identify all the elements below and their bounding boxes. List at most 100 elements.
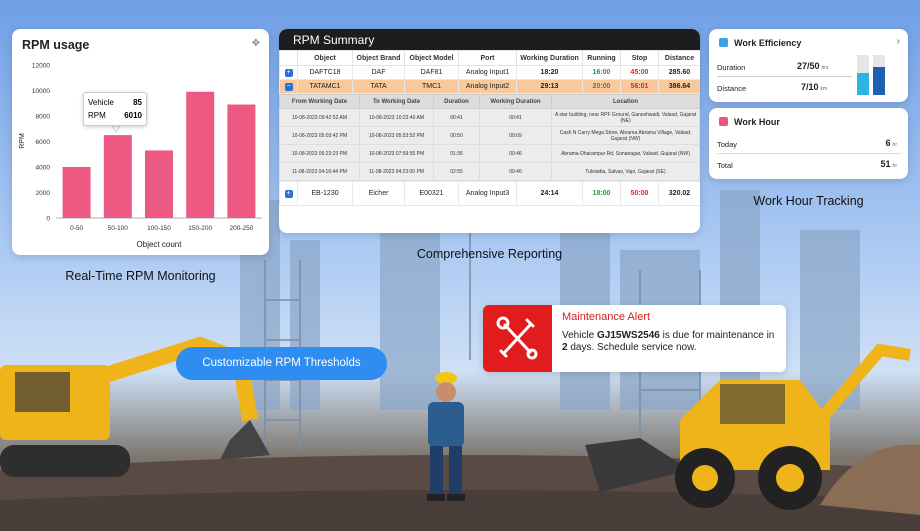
cell-from: 10-08-2023 05:03:42 PM bbox=[279, 126, 360, 145]
rpm-usage-card: RPM usage ✥ 0 2000 4000 6000 8000 10000 12000 0… bbox=[12, 29, 269, 255]
cell-distance: 386.64 bbox=[658, 79, 700, 94]
distance-progress-bar bbox=[873, 55, 885, 95]
cell-object: TATAMC1 bbox=[297, 79, 353, 94]
chevron-right-icon[interactable]: › bbox=[896, 36, 900, 47]
detail-row: 10-08-2023 06:23:23 PM 10-08-2023 07:59:5… bbox=[279, 144, 700, 163]
cell-object: DAFTC18 bbox=[297, 65, 353, 80]
distance-label: Distance bbox=[717, 84, 747, 93]
excavator-left bbox=[0, 336, 270, 477]
x-tick-label: 200-250 bbox=[229, 225, 253, 232]
tooltip-pointer bbox=[111, 125, 121, 133]
cell-running: 16:00 bbox=[582, 65, 621, 80]
cell-object: EB-1230 bbox=[297, 181, 353, 206]
cell-dur: 00:50 bbox=[433, 126, 480, 145]
y-axis-title: RPM bbox=[19, 133, 26, 149]
table-row-selected[interactable]: − TATAMC1 TATA TMC1 Analog Input2 29:13 … bbox=[279, 79, 700, 94]
collapse-row-button[interactable]: − bbox=[284, 82, 293, 91]
sub-col-location: Location bbox=[551, 94, 700, 109]
cell-brand: Eicher bbox=[352, 181, 405, 206]
bar bbox=[227, 104, 256, 218]
efficiency-caption: Work Hour Tracking bbox=[753, 194, 864, 208]
detail-row: 11-08-2023 04:16:44 PM 11-08-2023 04:23:0… bbox=[279, 162, 700, 181]
total-value: 51 bbox=[880, 159, 891, 169]
x-tick-label: 150-200 bbox=[188, 225, 212, 232]
rpm-caption: Real-Time RPM Monitoring bbox=[65, 269, 216, 283]
cell-to: 10-08-2023 05:53:52 PM bbox=[359, 126, 434, 145]
bar bbox=[186, 91, 215, 218]
y-tick-label: 12000 bbox=[32, 63, 50, 70]
col-stop: Stop bbox=[620, 50, 659, 66]
col-brand: Object Brand bbox=[352, 50, 405, 66]
cell-to: 10-08-2023 07:59:55 PM bbox=[359, 144, 434, 163]
bar bbox=[103, 135, 132, 218]
work-efficiency-card: Work Efficiency › Duration 27/50 hrs Dist… bbox=[709, 29, 908, 102]
rpm-bar-chart: 0 2000 4000 6000 8000 10000 12000 0-50 50-100 100… bbox=[19, 63, 262, 249]
bar bbox=[145, 150, 173, 218]
maintenance-alert[interactable]: Maintenance Alert Vehicle GJ15WS2546 is … bbox=[483, 305, 786, 372]
bar bbox=[62, 167, 91, 218]
cell-model: DAF81 bbox=[404, 65, 459, 80]
col-port: Port bbox=[458, 50, 517, 66]
hourglass-icon bbox=[719, 117, 728, 126]
today-label: Today bbox=[717, 140, 738, 149]
col-duration: Working Duration bbox=[516, 50, 583, 66]
duration-progress-bar bbox=[857, 55, 869, 95]
cell-wdur: 00:09 bbox=[479, 126, 552, 145]
cell-wdur: 00:41 bbox=[479, 108, 552, 127]
table-row[interactable]: + DAFTC18 DAF DAF81 Analog Input1 18:20 … bbox=[279, 65, 700, 80]
detail-row: 10-08-2023 09:42:52 AM 10-08-2023 10:23:4… bbox=[279, 108, 700, 127]
rpm-tooltip: Vehicle 85 RPM 6010 bbox=[83, 92, 147, 126]
summary-table: Object Object Brand Object Model Port Wo… bbox=[279, 50, 700, 94]
table-row[interactable]: + EB-1230 Eicher E00321 Analog Input3 24… bbox=[279, 181, 700, 206]
alert-vehicle-id: GJ15WS2546 bbox=[597, 330, 660, 341]
tooltip-vehicle-value: 85 bbox=[133, 98, 142, 107]
distance-unit: km bbox=[820, 86, 828, 92]
summary-header-row: Object Object Brand Object Model Port Wo… bbox=[279, 50, 700, 66]
cell-port: Analog Input2 bbox=[458, 79, 517, 94]
alert-days: 2 bbox=[562, 342, 568, 353]
tooltip-vehicle-label: Vehicle bbox=[88, 98, 114, 107]
cell-loc: A star building, near RPF Ground, Ganesh… bbox=[551, 108, 700, 127]
cell-to: 10-08-2023 10:23:40 AM bbox=[359, 108, 434, 127]
cell-port: Analog Input3 bbox=[458, 181, 517, 206]
x-tick-label: 100-150 bbox=[147, 225, 171, 232]
sub-col-duration: Duration bbox=[433, 94, 480, 109]
detail-table: From Working Date To Working Date Durati… bbox=[279, 94, 700, 181]
total-unit: hr bbox=[892, 163, 897, 169]
x-axis-title: Object count bbox=[137, 240, 183, 249]
today-unit: hr bbox=[892, 142, 897, 148]
work-hour-card: Work Hour Today 6 hr Total 51 hr bbox=[709, 108, 908, 179]
tooltip-rpm-label: RPM bbox=[88, 111, 106, 120]
today-value: 6 bbox=[885, 138, 891, 148]
tooltip-rpm-value: 6010 bbox=[124, 111, 142, 120]
cell-from: 10-08-2023 09:42:52 AM bbox=[279, 108, 360, 127]
expand-icon[interactable]: ✥ bbox=[251, 38, 260, 49]
alert-title: Maintenance Alert bbox=[562, 311, 651, 323]
y-tick-label: 8000 bbox=[36, 114, 51, 121]
detail-row: 10-08-2023 05:03:42 PM 10-08-2023 05:53:5… bbox=[279, 126, 700, 145]
distance-progress-fill bbox=[873, 67, 885, 95]
cell-model: E00321 bbox=[404, 181, 459, 206]
cell-running: 18:00 bbox=[582, 181, 621, 206]
duration-label: Duration bbox=[717, 63, 746, 72]
expand-row-button[interactable]: + bbox=[284, 68, 293, 77]
work-hour-title: Work Hour bbox=[734, 117, 780, 127]
customizable-thresholds-button[interactable]: Customizable RPM Thresholds bbox=[176, 347, 387, 380]
cell-dur: 02:55 bbox=[433, 162, 480, 181]
cell-stop: 50:00 bbox=[620, 181, 659, 206]
sub-col-to: To Working Date bbox=[359, 94, 434, 109]
cell-duration: 24:14 bbox=[516, 181, 583, 206]
cell-duration: 29:13 bbox=[516, 79, 583, 94]
cell-wdur: 00:46 bbox=[479, 144, 552, 163]
cell-from: 10-08-2023 06:23:23 PM bbox=[279, 144, 360, 163]
cell-to: 11-08-2023 04:23:00 PM bbox=[359, 162, 434, 181]
cell-loc: Cash N Carry Mega Store, Abrama Abrama V… bbox=[551, 126, 700, 145]
alert-message: Vehicle GJ15WS2546 is due for maintenanc… bbox=[562, 330, 777, 354]
bar-chart-icon bbox=[719, 38, 728, 47]
col-model: Object Model bbox=[404, 50, 459, 66]
expand-row-button[interactable]: + bbox=[284, 189, 293, 198]
col-running: Running bbox=[582, 50, 621, 66]
x-tick-label: 0-50 bbox=[70, 225, 83, 232]
alert-text-post: days. Schedule service now. bbox=[567, 342, 697, 353]
total-label: Total bbox=[717, 161, 733, 170]
